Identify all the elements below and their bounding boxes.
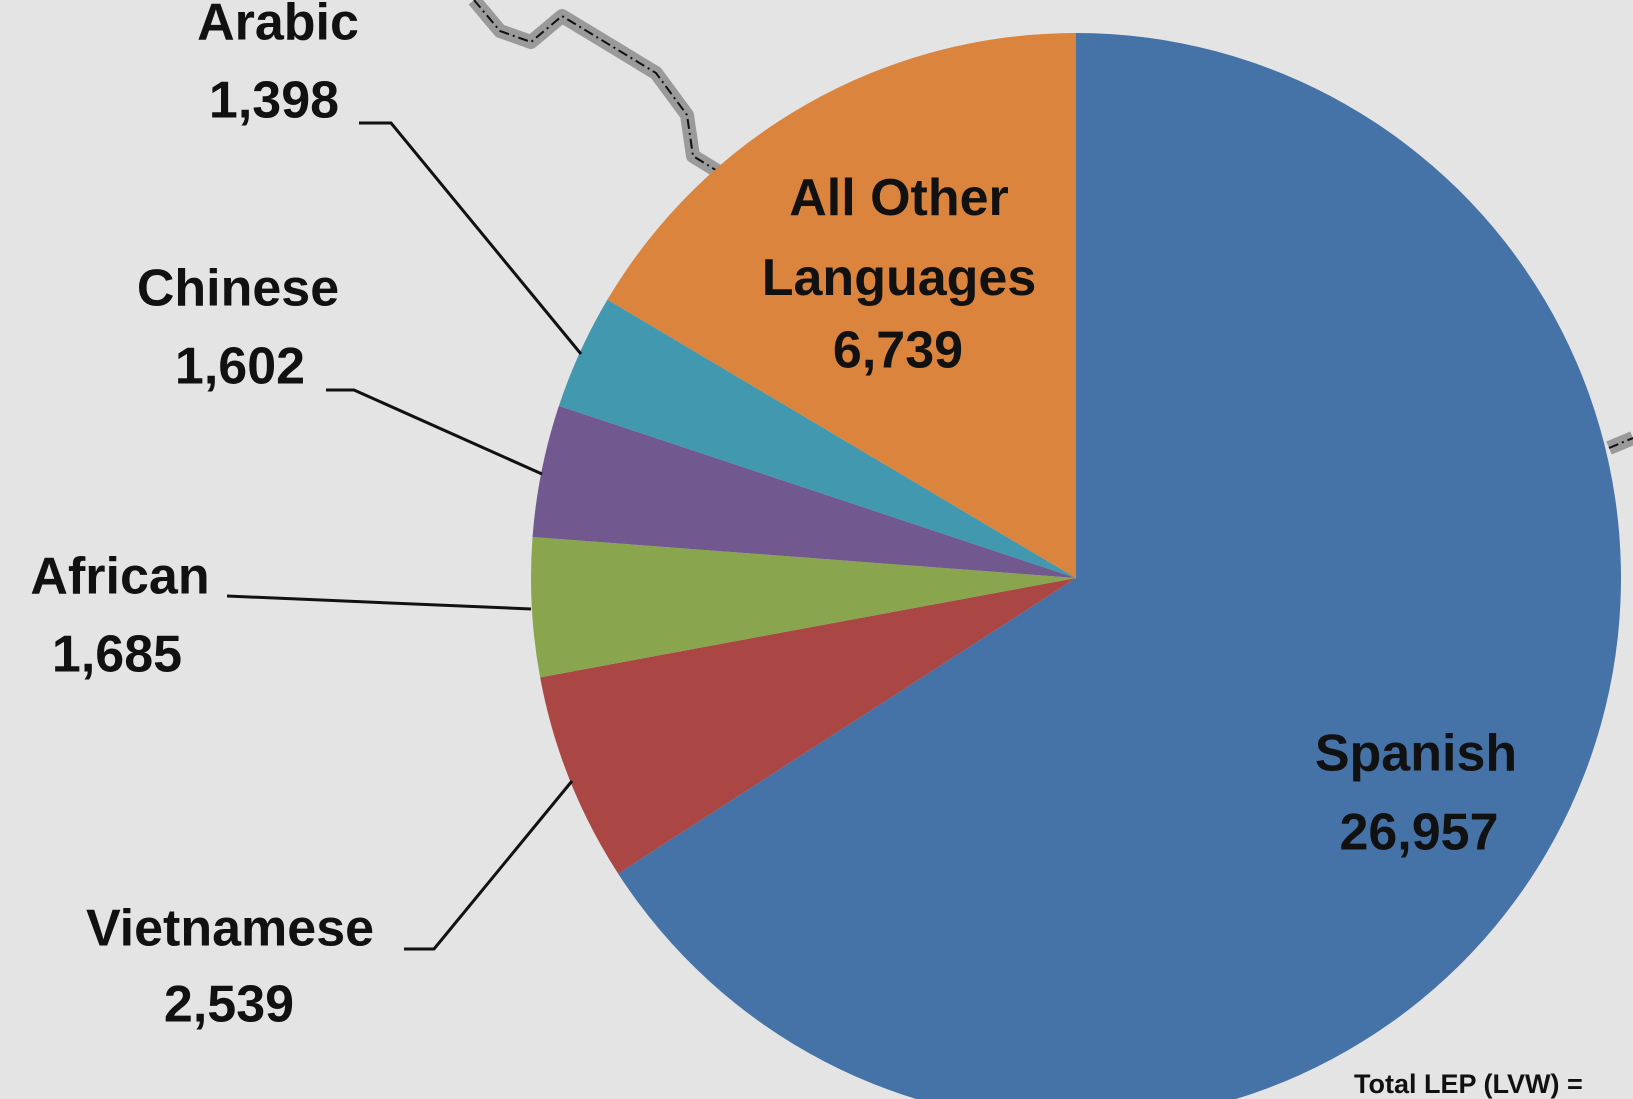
value-label: 1,685 [52, 626, 182, 684]
value-label: 6,739 [833, 322, 963, 380]
value-label: 1,398 [209, 72, 339, 130]
slice [531, 536, 1076, 678]
category-label: Arabic [197, 0, 359, 52]
slice [532, 405, 1076, 578]
value-label: 2,539 [164, 976, 294, 1034]
category-label: Chinese [137, 260, 339, 318]
category-label-box: All Other Languages [761, 169, 1037, 307]
footnote: Total LEP (LVW) = [1354, 1069, 1583, 1099]
slice [540, 578, 1076, 874]
leader-line [404, 780, 574, 951]
leader-line [326, 388, 543, 476]
category-label: African [30, 548, 209, 606]
value-label: 1,602 [175, 338, 305, 396]
pie [531, 33, 1621, 1099]
category-label: Vietnamese [86, 900, 374, 958]
leader-line [226, 594, 532, 611]
map-border [468, 0, 1633, 455]
slice [558, 299, 1076, 578]
labels: Spanish 26,957 Vietnamese 2,539 African 1,685… [30, 0, 1517, 1034]
leader-line [359, 121, 583, 355]
slice [618, 33, 1621, 1099]
value-label: 26,957 [1339, 804, 1498, 862]
category-label: All Other Languages [761, 169, 1037, 307]
category-label: Spanish [1315, 725, 1517, 783]
slice [607, 33, 1076, 578]
